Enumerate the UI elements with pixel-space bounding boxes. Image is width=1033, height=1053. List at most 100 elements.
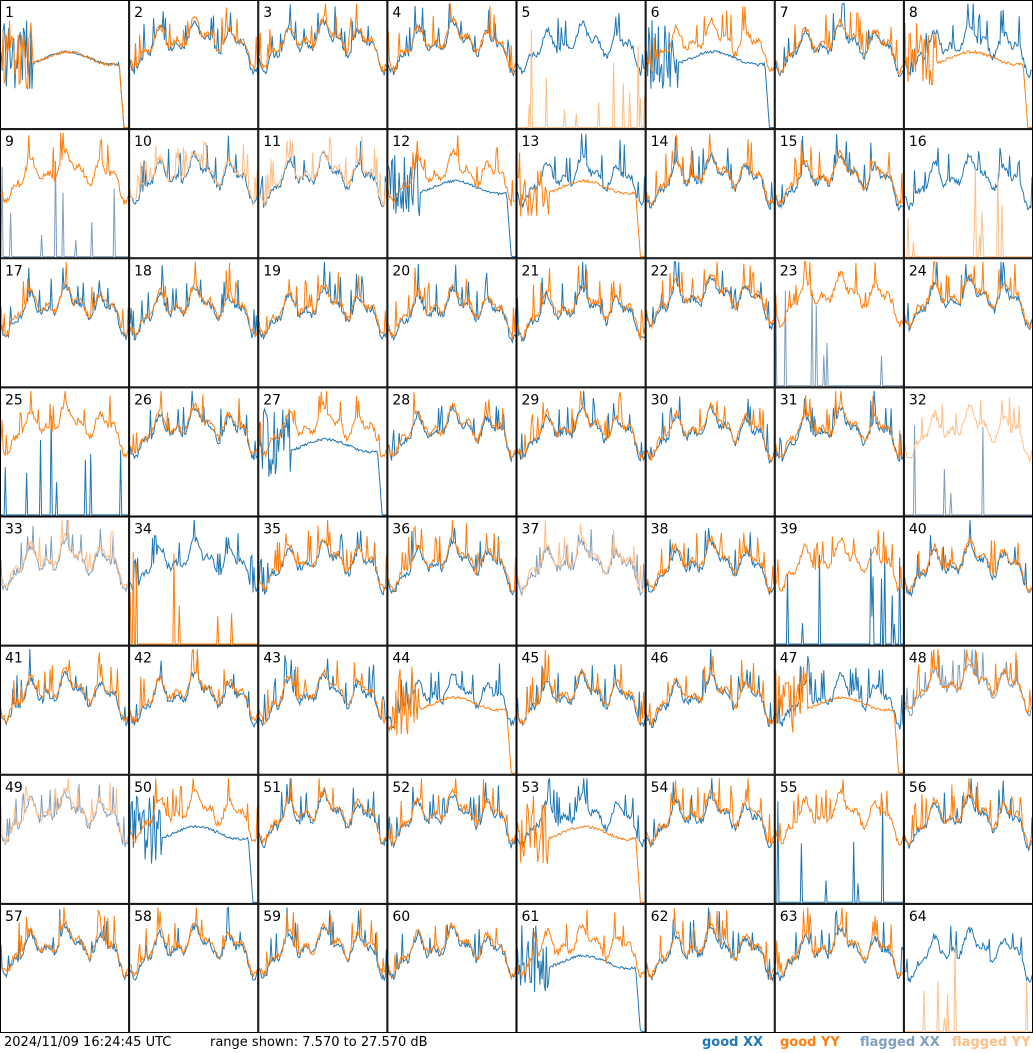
panel-15: 15 (774, 129, 904, 259)
panel-63: 63 (774, 903, 904, 1033)
series-yy-37 (517, 519, 645, 594)
series-yy-61 (517, 909, 646, 980)
panel-label-57: 57 (5, 909, 23, 925)
panel-label-3: 3 (263, 5, 272, 21)
series-xx-15 (775, 133, 903, 212)
series-xx-22 (646, 261, 775, 331)
panel-frame-26 (129, 387, 259, 517)
panel-label-18: 18 (134, 263, 152, 279)
footer: 2024/11/09 16:24:45 UTC range shown: 7.5… (0, 1033, 1033, 1053)
panel-label-29: 29 (522, 392, 540, 408)
series-yy-36 (387, 519, 516, 593)
series-yy-31 (775, 390, 904, 459)
panel-42: 42 (129, 645, 259, 775)
series-yy-23 (775, 261, 904, 328)
panel-frame-14 (645, 129, 775, 259)
panel-frame-50 (129, 774, 259, 904)
panel-5: 5 (516, 0, 646, 130)
panel-frame-34 (129, 516, 259, 646)
panel-label-51: 51 (263, 780, 281, 796)
panel-26: 26 (129, 387, 259, 517)
panel-28: 28 (387, 387, 517, 517)
panel-label-43: 43 (263, 651, 281, 667)
series-yy-62 (646, 908, 775, 981)
series-yy-35 (258, 519, 387, 593)
panel-frame-63 (774, 903, 904, 1033)
panel-62: 62 (645, 903, 775, 1033)
series-xx-33 (0, 519, 129, 594)
series-yy-56 (904, 778, 1033, 850)
series-xx-47 (775, 656, 904, 730)
panel-label-64: 64 (909, 909, 927, 925)
panel-44: 44 (387, 645, 517, 775)
series-xx-3 (258, 4, 387, 76)
panel-frame-15 (774, 129, 904, 259)
panel-frame-47 (774, 645, 904, 775)
series-xx-29 (517, 390, 646, 462)
panel-frame-53 (516, 774, 646, 904)
series-yy-12 (387, 135, 516, 207)
panel-53: 53 (516, 774, 646, 904)
panel-48: 48 (903, 645, 1033, 775)
panel-21: 21 (516, 258, 646, 388)
series-xx-46 (646, 649, 775, 729)
panel-frame-2 (129, 0, 259, 130)
panel-7: 7 (774, 0, 904, 130)
series-yy-40 (904, 535, 1033, 593)
panel-label-16: 16 (909, 134, 927, 150)
series-xx-10 (129, 135, 258, 205)
panel-label-27: 27 (263, 392, 281, 408)
series-xx-34 (129, 519, 258, 593)
series-yy-8 (904, 22, 1032, 128)
panel-label-15: 15 (780, 134, 798, 150)
series-yy-24 (904, 261, 1033, 329)
panel-58: 58 (129, 903, 259, 1033)
series-yy-47 (775, 666, 903, 774)
panel-label-30: 30 (651, 392, 669, 408)
series-yy-9 (0, 132, 129, 205)
series-xx-61 (517, 925, 645, 1032)
panel-frame-57 (0, 903, 130, 1033)
panel-label-21: 21 (522, 263, 540, 279)
panel-frame-39 (774, 516, 904, 646)
panel-34: 34 (129, 516, 259, 646)
series-yy-27 (258, 390, 387, 458)
panel-label-33: 33 (5, 522, 23, 538)
panel-50: 50 (129, 774, 259, 904)
panel-frame-52 (387, 774, 517, 904)
panel-label-10: 10 (134, 134, 152, 150)
panel-frame-58 (129, 903, 259, 1033)
series-yy-55 (775, 779, 904, 846)
panel-36: 36 (387, 516, 517, 646)
series-xx-6 (646, 20, 774, 128)
panel-23: 23 (774, 258, 904, 388)
panel-label-40: 40 (909, 522, 927, 538)
series-xx-11 (259, 140, 387, 208)
series-yy-1 (0, 20, 129, 128)
panel-47: 47 (774, 645, 904, 775)
series-yy-16 (904, 168, 1032, 258)
series-xx-4 (387, 3, 516, 77)
series-yy-25 (0, 390, 129, 459)
panel-20: 20 (387, 258, 517, 388)
panel-frame-23 (774, 258, 904, 388)
series-xx-2 (129, 11, 258, 76)
panel-label-19: 19 (263, 263, 281, 279)
panel-label-5: 5 (522, 5, 531, 21)
panel-frame-51 (258, 774, 388, 904)
panel-43: 43 (258, 645, 388, 775)
panel-frame-31 (774, 387, 904, 517)
panel-18: 18 (129, 258, 259, 388)
series-xx-53 (517, 778, 645, 848)
panel-label-24: 24 (909, 263, 927, 279)
panel-label-23: 23 (780, 263, 798, 279)
panel-frame-6 (645, 0, 775, 130)
panel-frame-55 (774, 774, 904, 904)
panel-13: 13 (516, 129, 646, 259)
panel-label-9: 9 (5, 134, 14, 150)
panel-9: 9 (0, 129, 130, 259)
series-xx-63 (775, 909, 904, 982)
series-yy-59 (258, 908, 387, 978)
panel-frame-29 (516, 387, 646, 517)
series-xx-62 (646, 907, 775, 983)
